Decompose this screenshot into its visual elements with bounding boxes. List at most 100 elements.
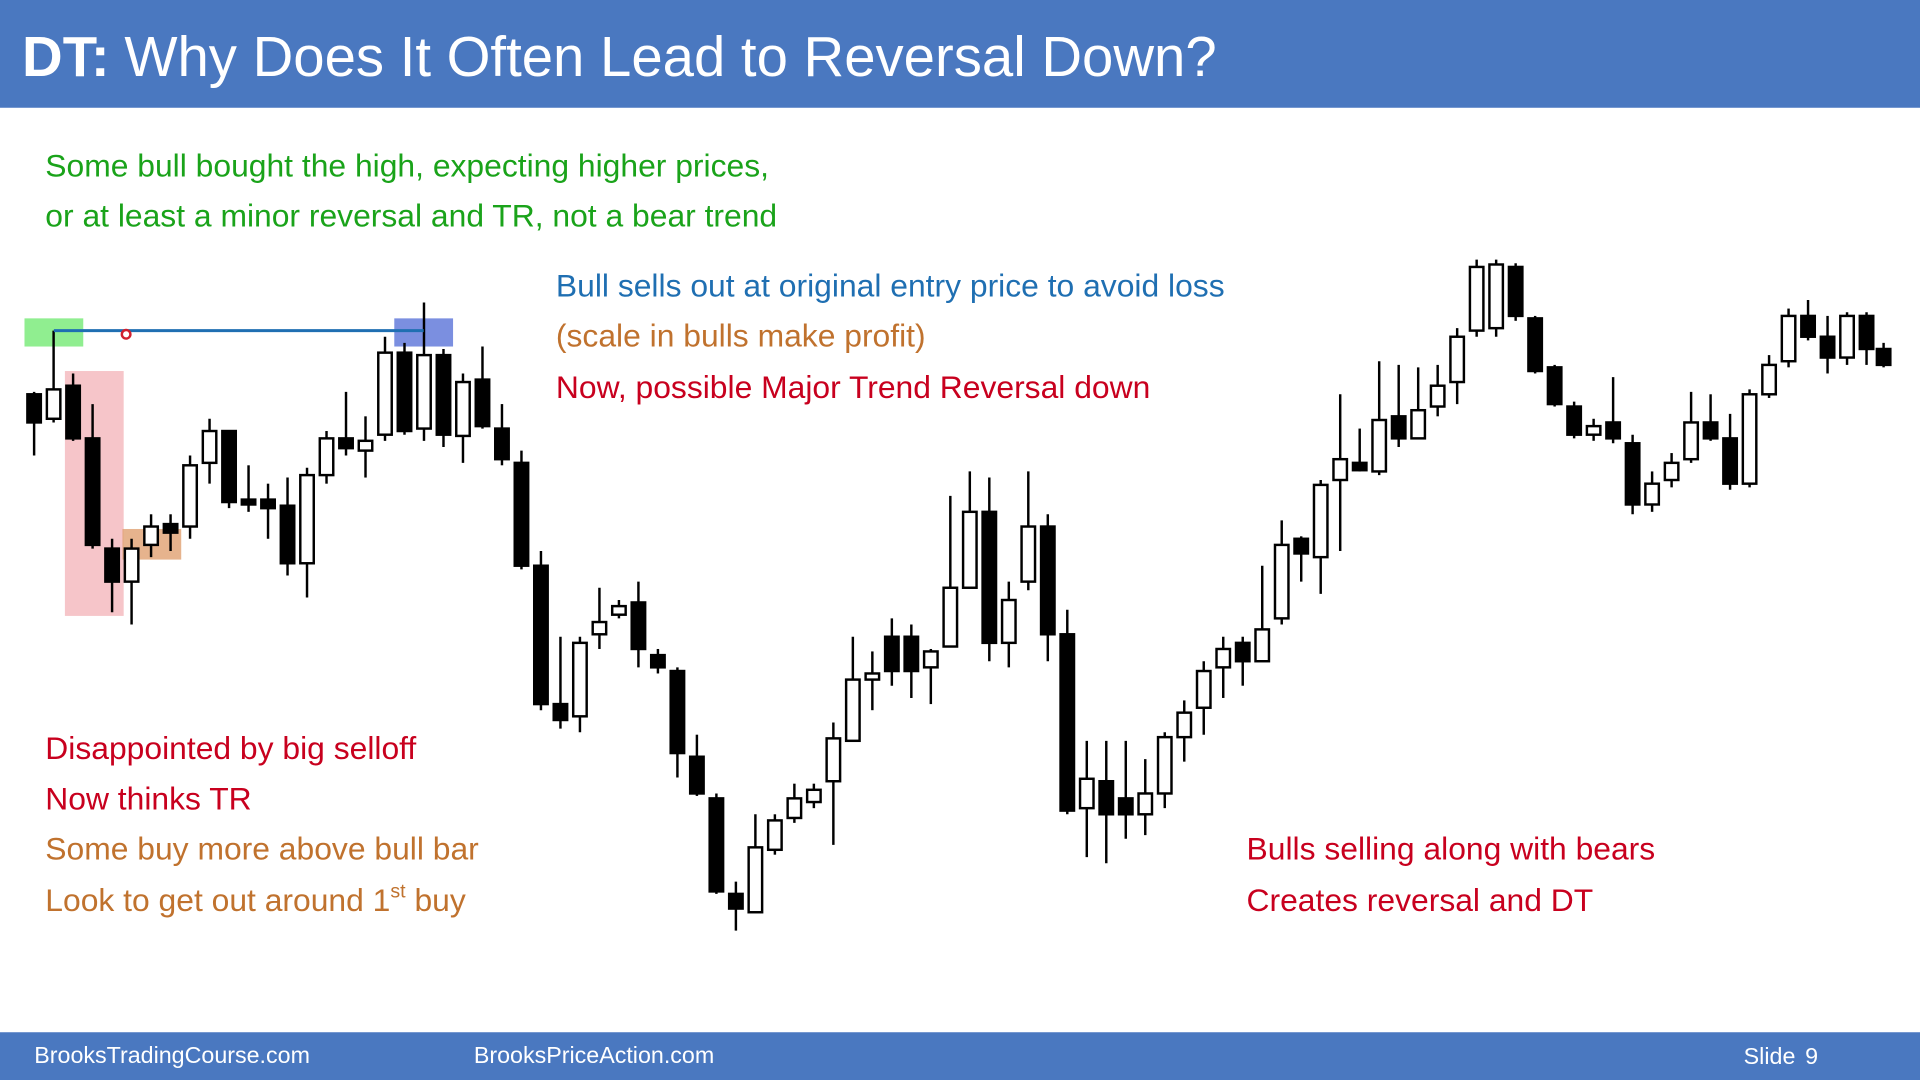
- annotation: Look to get out around 1st buy: [45, 881, 466, 918]
- candle-body: [1566, 405, 1583, 436]
- candle-body: [766, 819, 783, 852]
- candle-body: [45, 388, 62, 420]
- annotation: Now thinks TR: [45, 780, 251, 816]
- annotation-text: buy: [406, 882, 466, 918]
- footer-left: BrooksTradingCourse.com: [34, 1042, 310, 1068]
- candle-body: [1078, 777, 1095, 810]
- candle-body: [162, 522, 179, 534]
- annotation: or at least a minor reversal and TR, not…: [45, 198, 777, 234]
- title-bar: [0, 0, 1920, 108]
- slide-title: DT: Why Does It Often Lead to Reversal Do…: [22, 25, 1217, 88]
- candle-body: [1390, 415, 1407, 440]
- candle-body: [494, 427, 510, 461]
- candle-body: [377, 351, 393, 436]
- candle-body: [1741, 393, 1758, 485]
- candle-body: [844, 678, 861, 743]
- candle-body: [669, 669, 686, 755]
- candle-body: [123, 547, 140, 583]
- candle-body: [1761, 363, 1778, 396]
- candle-body: [357, 439, 374, 452]
- candle-body: [532, 564, 549, 706]
- candle-body: [1507, 265, 1524, 318]
- candle-body: [747, 846, 764, 914]
- candle-body: [883, 635, 900, 673]
- candle-body: [26, 393, 43, 424]
- superscript: st: [390, 881, 406, 903]
- candle-body: [1702, 421, 1719, 440]
- candle-body: [981, 510, 998, 645]
- candle-body: [864, 672, 881, 681]
- title-text: Why Does It Often Lead to Reversal Down?: [124, 25, 1216, 88]
- candle-body: [416, 353, 432, 430]
- candle-body: [1527, 317, 1544, 373]
- candle-body: [513, 461, 530, 567]
- candle-body: [1351, 461, 1368, 472]
- candle-body: [1273, 543, 1290, 620]
- candle-body: [1858, 314, 1875, 351]
- candle-body: [104, 547, 121, 583]
- candle-body: [338, 437, 354, 450]
- candle-body: [649, 653, 666, 669]
- candle-body: [708, 797, 725, 893]
- candle-body: [1683, 421, 1700, 461]
- candle-body: [727, 892, 744, 910]
- candle-body: [279, 504, 296, 565]
- candle-body: [474, 378, 491, 428]
- candle-body: [961, 510, 978, 589]
- candle-body: [1722, 437, 1739, 485]
- annotation: Creates reversal and DT: [1247, 882, 1594, 918]
- candle-body: [84, 437, 101, 547]
- candle-body: [435, 353, 452, 436]
- candle-body: [825, 737, 842, 783]
- candle-body: [201, 429, 218, 465]
- candle-body: [688, 755, 705, 795]
- candle-body: [552, 702, 569, 722]
- candle-body: [1020, 525, 1037, 583]
- candle-body: [1605, 421, 1622, 440]
- annotation: Some buy more above bull bar: [45, 831, 479, 867]
- footer-bar: [0, 1032, 1920, 1080]
- candle-body: [65, 384, 82, 440]
- candle-body: [922, 650, 939, 669]
- candle-body: [1117, 797, 1134, 816]
- candle-body: [455, 380, 471, 438]
- candle-body: [1800, 314, 1817, 338]
- candle-body: [1234, 641, 1251, 663]
- candle-body: [1663, 461, 1680, 482]
- candle-body: [942, 586, 959, 648]
- title-prefix: DT:: [22, 25, 110, 88]
- candle-body: [1780, 314, 1797, 363]
- candle-body: [1137, 792, 1154, 816]
- candle-body: [786, 797, 803, 820]
- candle-body: [571, 641, 588, 718]
- candle-body: [240, 498, 257, 506]
- candle-body: [1332, 457, 1349, 482]
- footer-center: BrooksPriceAction.com: [474, 1042, 714, 1068]
- slide-num: 9: [1805, 1043, 1818, 1069]
- candle-body: [1098, 780, 1115, 816]
- candle-body: [299, 473, 315, 565]
- candle-body: [1449, 335, 1466, 384]
- candle-body: [1819, 335, 1836, 359]
- candle-body: [1215, 647, 1232, 669]
- annotation: Some bull bought the high, expecting hig…: [45, 147, 769, 183]
- candle-body: [1000, 598, 1017, 645]
- candle-body: [1312, 483, 1329, 559]
- candle-body: [1546, 366, 1563, 406]
- candle-body: [1254, 628, 1271, 663]
- candle-body: [1059, 633, 1076, 812]
- candle-body: [630, 601, 647, 651]
- candle-body: [143, 525, 160, 547]
- candle-body: [260, 498, 276, 510]
- annotation: Bulls selling along with bears: [1247, 831, 1656, 867]
- slide-label: Slide: [1744, 1043, 1796, 1069]
- candle-body: [1039, 525, 1056, 636]
- candle-body: [903, 635, 920, 673]
- candle-body: [318, 437, 335, 477]
- candle-body: [591, 620, 608, 636]
- entry-dot: [120, 328, 132, 340]
- candle-body: [1410, 408, 1427, 440]
- candle-body: [1624, 442, 1641, 506]
